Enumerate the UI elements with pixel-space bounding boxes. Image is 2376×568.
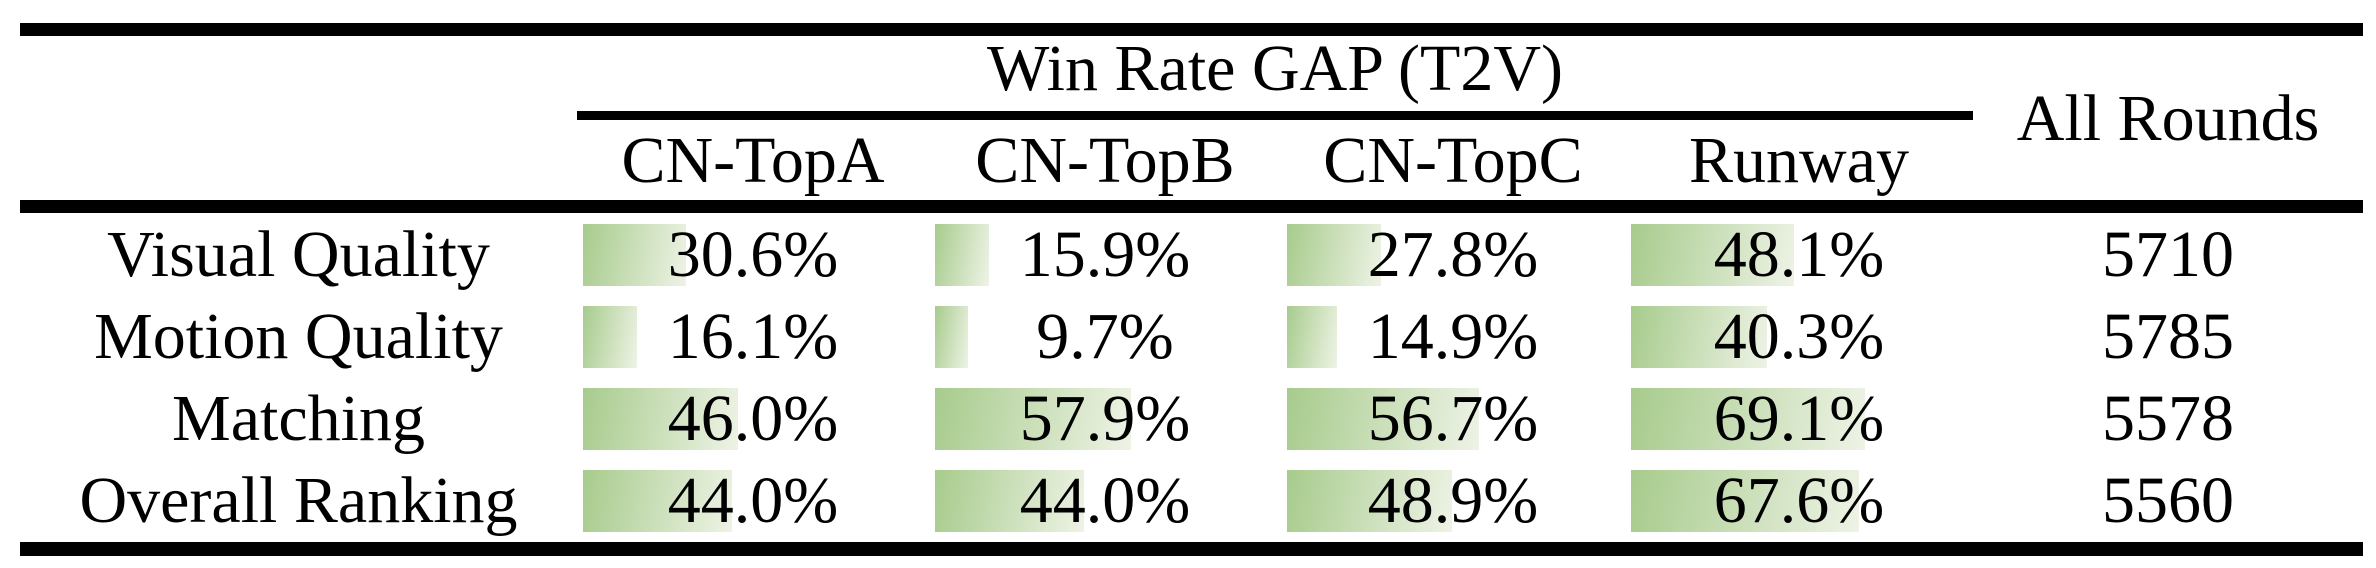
win-rate-bar — [1287, 388, 1479, 450]
win-rate-value: 44.0% — [667, 464, 839, 537]
win-rate-value: 46.0% — [667, 382, 839, 455]
win-rate-cell: 14.9% — [1281, 296, 1625, 378]
win-rate-value: 48.1% — [1713, 218, 1885, 291]
table-top-rule — [20, 23, 2363, 36]
win-rate-cell: 27.8% — [1281, 214, 1625, 296]
win-rate-cell: 30.6% — [577, 214, 929, 296]
table-bottom-rule — [20, 542, 2363, 556]
table-row: Visual Quality 30.6% 15.9% 27.8% 48.1% 5… — [0, 214, 2376, 296]
win-rate-bar — [935, 388, 1131, 450]
all-rounds-value: 5710 — [2102, 218, 2234, 291]
win-rate-value: 9.7% — [1036, 300, 1174, 373]
row-label: Overall Ranking — [79, 464, 518, 537]
win-rate-cell: 57.9% — [929, 378, 1281, 460]
win-rate-cell: 67.6% — [1625, 460, 1973, 542]
win-rate-cell: 16.1% — [577, 296, 929, 378]
win-rate-bar — [935, 224, 989, 286]
win-rate-bar — [1631, 388, 1865, 450]
win-rate-value: 27.8% — [1367, 218, 1539, 291]
win-rate-bar — [583, 470, 732, 532]
all-rounds-value: 5560 — [2102, 464, 2234, 537]
win-rate-bar — [1631, 470, 1859, 532]
win-rate-cell: 46.0% — [577, 378, 929, 460]
column-header-runway: Runway — [1689, 124, 1909, 197]
win-rate-value: 16.1% — [667, 300, 839, 373]
win-rate-bar — [1287, 306, 1337, 368]
row-label: Motion Quality — [94, 300, 503, 373]
win-rate-value: 30.6% — [667, 218, 839, 291]
win-rate-cell: 69.1% — [1625, 378, 1973, 460]
row-label: Visual Quality — [107, 218, 490, 291]
win-rate-cell: 44.0% — [929, 460, 1281, 542]
column-header-cn-topa: CN-TopA — [621, 124, 885, 197]
table-row: Overall Ranking 44.0% 44.0% 48.9% 67.6% … — [0, 460, 2376, 542]
win-rate-bar — [1631, 224, 1794, 286]
win-rate-cell: 44.0% — [577, 460, 929, 542]
win-rate-cell: 15.9% — [929, 214, 1281, 296]
win-rate-bar — [1287, 470, 1452, 532]
header-separator-rule — [20, 200, 2363, 213]
win-rate-value: 48.9% — [1367, 464, 1539, 537]
all-rounds-value: 5785 — [2102, 300, 2234, 373]
win-rate-value: 69.1% — [1713, 382, 1885, 455]
win-rate-value: 56.7% — [1367, 382, 1539, 455]
win-rate-value: 14.9% — [1367, 300, 1539, 373]
win-rate-value: 67.6% — [1713, 464, 1885, 537]
win-rate-bar — [583, 388, 738, 450]
win-rate-value: 40.3% — [1713, 300, 1885, 373]
win-rate-bar — [935, 470, 1084, 532]
win-rate-bar — [583, 306, 637, 368]
win-rate-value: 57.9% — [1019, 382, 1191, 455]
group-header-underline-rule — [577, 111, 1973, 120]
win-rate-cell: 48.1% — [1625, 214, 1973, 296]
group-header-win-rate-gap: Win Rate GAP (T2V) — [987, 32, 1563, 105]
win-rate-bar — [935, 306, 968, 368]
table-row: Matching 46.0% 57.9% 56.7% 69.1% 5578 — [0, 378, 2376, 460]
column-header-cn-topb: CN-TopB — [975, 124, 1235, 197]
win-rate-cell: 40.3% — [1625, 296, 1973, 378]
table-row: Motion Quality 16.1% 9.7% 14.9% 40.3% 57… — [0, 296, 2376, 378]
win-rate-cell: 56.7% — [1281, 378, 1625, 460]
win-rate-bar — [1631, 306, 1767, 368]
column-header-cn-topc: CN-TopC — [1323, 124, 1583, 197]
win-rate-value: 15.9% — [1019, 218, 1191, 291]
win-rate-bar — [1287, 224, 1381, 286]
win-rate-cell: 48.9% — [1281, 460, 1625, 542]
win-rate-cell: 9.7% — [929, 296, 1281, 378]
row-label: Matching — [172, 382, 425, 455]
column-header-all-rounds: All Rounds — [2016, 81, 2320, 155]
all-rounds-value: 5578 — [2102, 382, 2234, 455]
win-rate-bar — [583, 224, 686, 286]
win-rate-value: 44.0% — [1019, 464, 1191, 537]
